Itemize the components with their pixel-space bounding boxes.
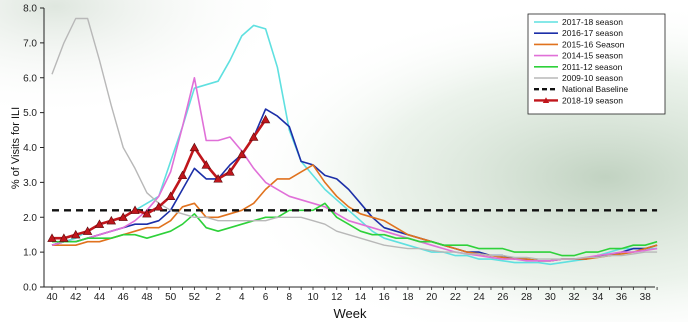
x-tick-label: 48 [141, 292, 153, 303]
y-tick-label: 1.0 [23, 248, 37, 259]
legend-label-2016-17-season: 2016-17 season [562, 28, 623, 38]
data-point-2018-19-season [154, 201, 164, 211]
x-tick-label: 38 [640, 292, 652, 303]
x-tick-label: 2 [215, 292, 221, 303]
legend-label-2009-10-season: 2009-10 season [562, 73, 623, 83]
data-point-2018-19-season [71, 229, 81, 239]
y-tick-label: 6.0 [23, 73, 37, 84]
data-point-2018-19-season [47, 233, 57, 242]
x-tick-label: 36 [616, 292, 628, 303]
x-tick-label: 14 [355, 292, 367, 303]
series-line-2009-10-season [51, 17, 658, 260]
y-tick-label: 3.0 [23, 178, 37, 189]
data-point-2018-19-season [189, 142, 200, 152]
x-tick-label: 16 [379, 292, 391, 303]
y-tick-label: 7.0 [23, 38, 37, 49]
data-point-2018-19-season [94, 219, 105, 228]
data-point-2018-19-season [165, 191, 176, 200]
x-tick-label: 8 [287, 292, 293, 303]
data-point-2018-19-season [177, 170, 188, 180]
axes: 0.01.02.03.04.05.06.07.08.040 42 44 46 48 50 5… [23, 4, 658, 303]
x-tick-label: 28 [521, 292, 533, 303]
legend-label-2018-19-season: 2018-19 season [562, 95, 623, 105]
y-tick-label: 2.0 [23, 213, 37, 224]
x-tick-label: 26 [497, 292, 509, 303]
y-axis-label: % of Visits for ILI [10, 107, 22, 189]
x-tick-label: 52 [189, 292, 201, 303]
data-point-2018-19-season [118, 212, 128, 221]
x-tick-label: 40 [46, 292, 58, 303]
legend-label-2011-12-season: 2011-12 season [562, 62, 623, 72]
x-tick-label: 44 [94, 292, 106, 303]
x-tick-label: 22 [450, 292, 462, 303]
x-tick-label: 50 [165, 292, 177, 303]
x-axis-label: Week [334, 306, 367, 321]
series-line-2017-18-season [51, 24, 658, 266]
data-point-2018-19-season [248, 132, 259, 141]
data-point-2018-19-season [130, 205, 140, 214]
x-tick-label: 24 [474, 292, 486, 303]
x-tick-label: 32 [568, 292, 580, 303]
y-tick-label: 5.0 [23, 108, 37, 119]
data-point-2018-19-season [106, 215, 117, 225]
y-tick-label: 8.0 [23, 4, 37, 15]
legend-box [527, 13, 666, 115]
x-tick-label: 6 [263, 292, 269, 303]
data-point-2018-19-season [142, 208, 152, 218]
x-tick-label: 12 [331, 292, 343, 303]
x-tick-label: 20 [426, 292, 438, 303]
data-point-2018-19-season [237, 149, 247, 159]
data-point-2018-19-season [201, 160, 211, 169]
series-line-2011-12-season [52, 202, 658, 257]
data-point-2018-19-season [225, 167, 235, 176]
x-tick-label: 46 [118, 292, 130, 303]
data-point-2018-19-season [260, 114, 271, 124]
data-point-2018-19-season [82, 226, 93, 235]
x-tick-label: 42 [70, 292, 82, 303]
x-tick-label: 34 [592, 292, 604, 303]
x-tick-label: 18 [402, 292, 414, 303]
legend-label-2014-15-season: 2014-15 season [562, 51, 623, 61]
legend-label-national-baseline: National Baseline [562, 84, 628, 94]
y-tick-label: 0.0 [23, 283, 37, 294]
data-point-2018-19-season [213, 174, 223, 183]
x-tick-label: 30 [545, 292, 557, 303]
data-point-2018-19-season [59, 233, 69, 242]
legend-label-2015-16-season: 2015-16 Season [562, 39, 625, 49]
y-tick-label: 4.0 [23, 143, 37, 154]
series-line-2014-15-season [51, 77, 658, 262]
series-layer [47, 17, 658, 266]
x-tick-label: 4 [239, 292, 245, 303]
legend-label-2017-18-season: 2017-18 season [562, 17, 623, 27]
x-tick-label: 10 [307, 292, 319, 303]
legend-marker-2018-19-season [542, 97, 550, 103]
